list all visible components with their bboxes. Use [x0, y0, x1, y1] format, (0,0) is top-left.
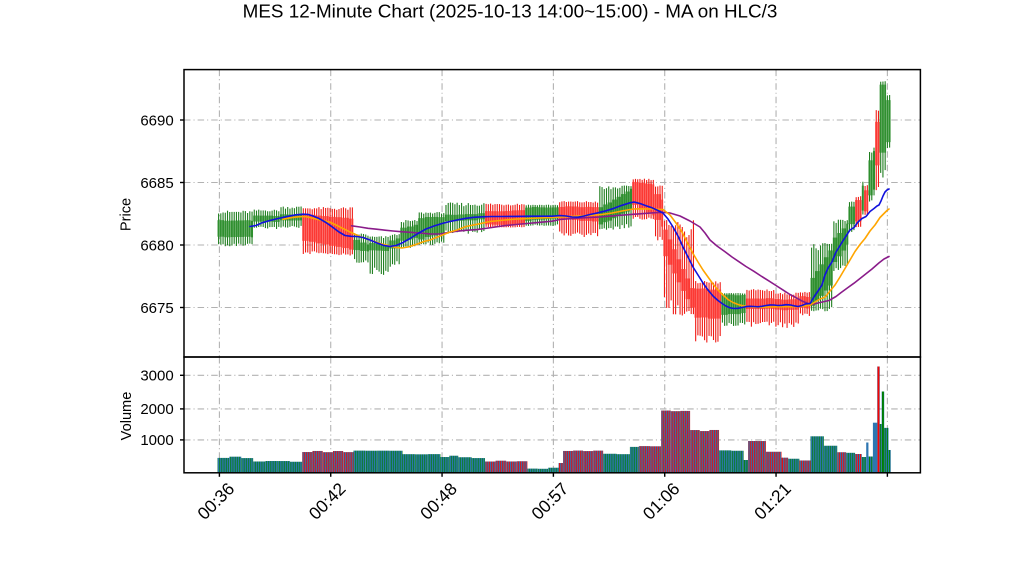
svg-text:6690: 6690	[140, 112, 173, 129]
svg-text:6675: 6675	[140, 300, 173, 317]
svg-text:Volume: Volume	[119, 392, 135, 441]
svg-text:MES 12-Minute Chart (2025-10-1: MES 12-Minute Chart (2025-10-13 14:00~15…	[243, 1, 778, 22]
svg-text:3000: 3000	[140, 368, 173, 385]
svg-text:6685: 6685	[140, 175, 173, 192]
svg-text:1000: 1000	[140, 432, 173, 449]
svg-text:2000: 2000	[140, 401, 173, 418]
svg-text:6680: 6680	[140, 237, 173, 254]
svg-text:Price: Price	[119, 198, 135, 231]
